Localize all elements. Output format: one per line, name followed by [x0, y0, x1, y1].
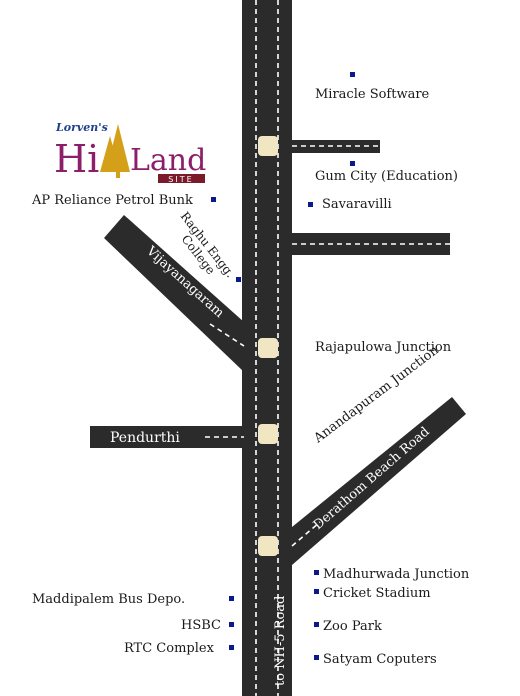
place-marker — [308, 202, 313, 207]
place-maddipalem: Maddipalem Bus Depo. — [32, 592, 185, 607]
place-satyam: Satyam Coputers — [323, 652, 437, 667]
place-rtc-complex: RTC Complex — [124, 641, 215, 656]
junction-marker — [258, 136, 278, 156]
place-marker — [229, 596, 234, 601]
place-marker — [236, 277, 241, 282]
place-miracle-software: Miracle Software — [315, 87, 430, 102]
road-branch-top-right — [292, 140, 380, 153]
place-marker — [229, 622, 234, 627]
place-savaravilli: Savaravilli — [322, 197, 392, 212]
logo-tag: SITE — [168, 175, 193, 184]
junction-marker — [258, 338, 278, 358]
place-marker — [211, 197, 216, 202]
roads — [90, 0, 466, 696]
place-marker — [314, 570, 319, 575]
road-label-pendurthi: Pendurthi — [110, 430, 180, 446]
junctions — [258, 136, 278, 556]
road-branch-mid-right — [292, 233, 450, 255]
place-rajapulowa: Rajapulowa Junction — [315, 340, 452, 355]
place-hsbc: HSBC — [181, 618, 221, 633]
road-label-main: to NH-5 Road — [273, 596, 288, 686]
place-madhurwada: Madhurwada Junction — [323, 567, 470, 582]
junction-marker — [258, 424, 278, 444]
place-marker — [229, 645, 234, 650]
place-cricket-stadium: Cricket Stadium — [323, 586, 431, 601]
place-gum-city: Gum City (Education) — [315, 169, 458, 184]
road-center-lines — [205, 0, 450, 696]
logo-brand: Lorven's — [55, 121, 108, 134]
junction-marker — [258, 536, 278, 556]
logo-name-hi: Hi — [54, 137, 99, 181]
place-marker — [314, 655, 319, 660]
vijayanagaram-road — [104, 215, 244, 372]
road-label-derathom: Derathom Beach Road — [311, 424, 433, 533]
pendurthi-road — [90, 426, 244, 448]
place-ap-reliance: AP Reliance Petrol Bunk — [31, 193, 193, 208]
hiland-logo: Lorven's Hi Land SITE — [54, 121, 206, 184]
place-marker — [350, 72, 355, 77]
logo-name-land: Land — [130, 143, 206, 178]
place-marker — [350, 161, 355, 166]
logo-tag-background — [158, 174, 205, 183]
derathom-beach-road — [292, 397, 466, 565]
place-marker — [314, 622, 319, 627]
place-zoo-park: Zoo Park — [323, 619, 382, 634]
place-marker — [314, 589, 319, 594]
tree-icon — [100, 124, 130, 178]
